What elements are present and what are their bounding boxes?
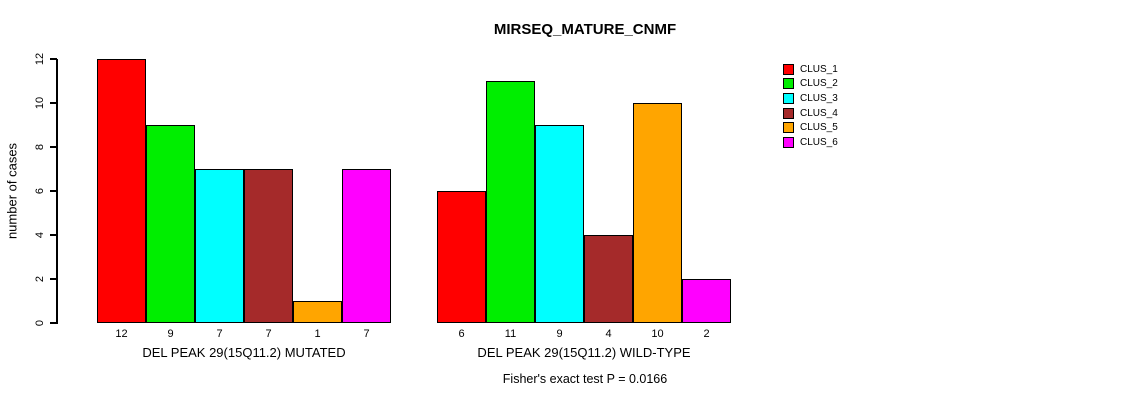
legend-swatch-icon: [783, 63, 794, 75]
fisher-test-annotation: Fisher's exact test P = 0.0166: [502, 372, 668, 386]
bar-clus_2-group1: [146, 125, 195, 323]
legend-label: CLUS_4: [800, 107, 838, 119]
legend-label: CLUS_1: [800, 63, 838, 75]
bar-value-label: 1: [314, 328, 321, 340]
bar-clus_2-group2: [486, 81, 535, 323]
y-axis-tick-label: 4: [34, 231, 46, 239]
legend-label: CLUS_2: [800, 78, 838, 90]
chart-title: MIRSEQ_MATURE_CNMF: [493, 21, 677, 38]
legend-item-clus_5: CLUS_5: [783, 120, 838, 135]
y-axis-title: number of cases: [4, 142, 20, 240]
bar-clus_3-group2: [535, 125, 584, 323]
bar-value-label: 10: [651, 328, 664, 340]
legend-swatch-icon: [783, 92, 794, 104]
bar-clus_6-group2: [682, 279, 731, 323]
legend-item-clus_1: CLUS_1: [783, 62, 838, 77]
bar-value-label: 6: [458, 328, 465, 340]
y-axis-tick: [50, 322, 57, 324]
y-axis-tick-label: 8: [34, 143, 46, 151]
legend-item-clus_2: CLUS_2: [783, 77, 838, 92]
bar-clus_4-group1: [244, 169, 293, 323]
chart-legend: CLUS_1 CLUS_2 CLUS_3 CLUS_4 CLUS_5 CLUS_6: [783, 62, 838, 150]
y-axis-tick-label: 2: [34, 275, 46, 283]
legend-label: CLUS_3: [800, 92, 838, 104]
bar-value-label: 9: [556, 328, 563, 340]
y-axis-line: [56, 59, 58, 324]
legend-item-clus_4: CLUS_4: [783, 106, 838, 121]
y-axis-tick: [50, 58, 57, 60]
bar-value-label: 7: [216, 328, 223, 340]
bar-clus_5-group2: [633, 103, 682, 323]
bar-value-label: 4: [605, 328, 612, 340]
bar-clus_3-group1: [195, 169, 244, 323]
legend-swatch-icon: [783, 107, 794, 119]
bar-clus_1-group2: [437, 191, 486, 323]
bar-value-label: 12: [115, 328, 128, 340]
y-axis-tick-label: 10: [34, 96, 46, 110]
legend-swatch-icon: [783, 136, 794, 148]
legend-item-clus_3: CLUS_3: [783, 91, 838, 106]
legend-label: CLUS_5: [800, 122, 838, 134]
bar-value-label: 9: [167, 328, 174, 340]
bar-value-label: 11: [504, 328, 517, 340]
legend-item-clus_6: CLUS_6: [783, 135, 838, 150]
bar-clus_1-group1: [97, 59, 146, 323]
y-axis-tick: [50, 190, 57, 192]
legend-swatch-icon: [783, 78, 794, 90]
bar-clus_6-group1: [342, 169, 391, 323]
y-axis-tick: [50, 278, 57, 280]
group-label: DEL PEAK 29(15Q11.2) WILD-TYPE: [477, 345, 691, 360]
bar-clus_4-group2: [584, 235, 633, 323]
y-axis-tick: [50, 102, 57, 104]
bar-value-label: 2: [703, 328, 710, 340]
y-axis-tick-label: 6: [34, 187, 46, 195]
legend-label: CLUS_6: [800, 136, 838, 148]
legend-swatch-icon: [783, 122, 794, 134]
group-label: DEL PEAK 29(15Q11.2) MUTATED: [142, 345, 346, 360]
bar-value-label: 7: [363, 328, 370, 340]
y-axis-tick-label: 0: [34, 319, 46, 327]
bar-clus_5-group1: [293, 301, 342, 323]
y-axis-tick: [50, 234, 57, 236]
bar-value-label: 7: [265, 328, 272, 340]
y-axis-tick: [50, 146, 57, 148]
y-axis-tick-label: 12: [34, 52, 46, 66]
